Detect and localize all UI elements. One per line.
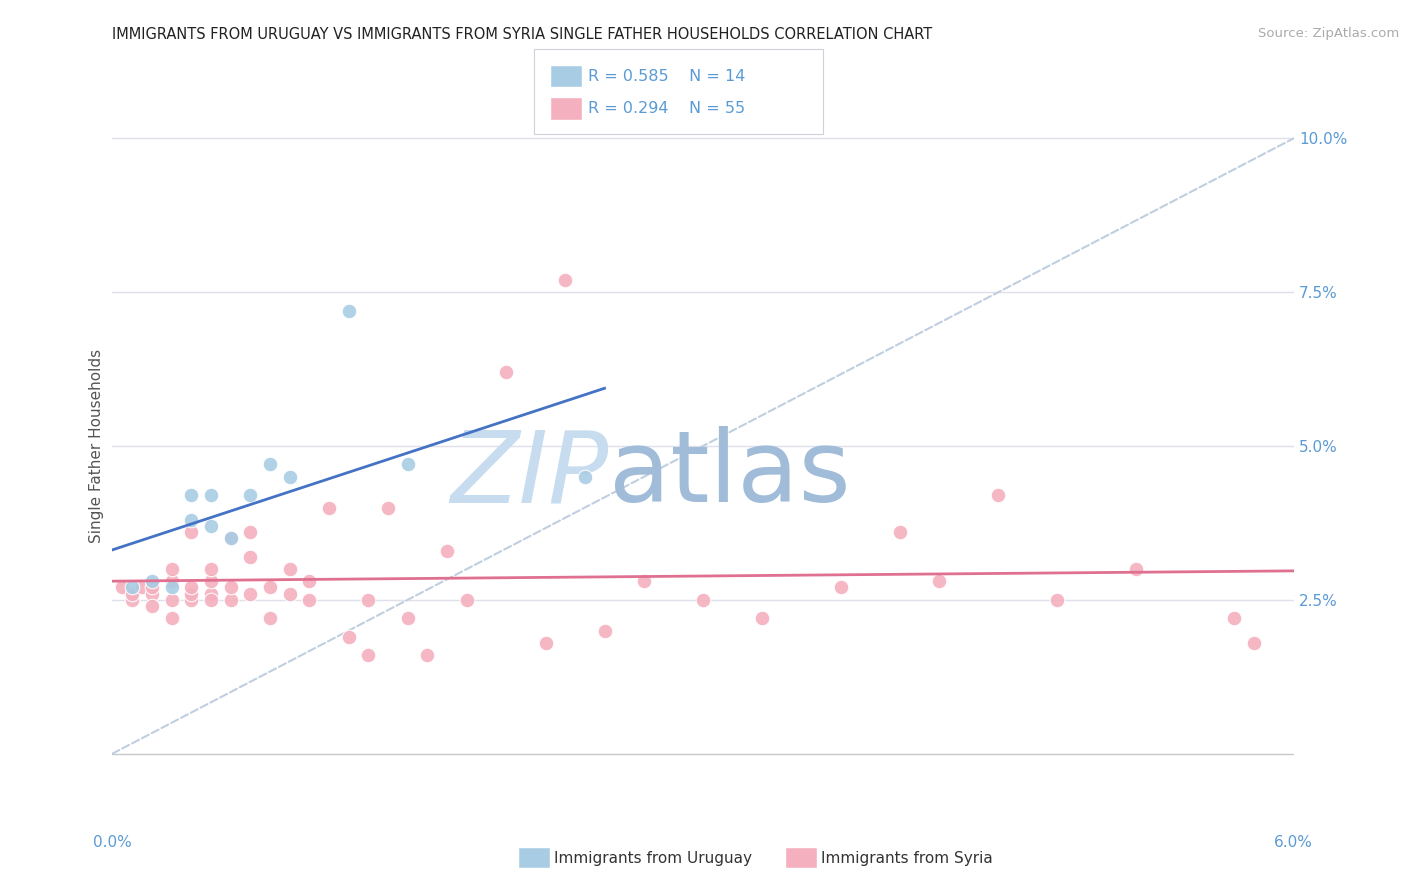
Point [200,488,222,502]
Point [278,587,301,601]
Point [219,531,242,545]
Point [121,581,143,595]
Point [396,458,419,472]
Point [160,562,183,576]
Point [436,543,458,558]
Text: 0.0%: 0.0% [93,836,132,850]
Point [751,611,773,625]
Point [298,574,321,589]
Point [318,500,340,515]
Point [396,611,419,625]
Point [141,581,163,595]
Point [219,531,242,545]
Point [574,469,596,483]
Y-axis label: Single Father Households: Single Father Households [89,349,104,543]
Text: IMMIGRANTS FROM URUGUAY VS IMMIGRANTS FROM SYRIA SINGLE FATHER HOUSEHOLDS CORREL: IMMIGRANTS FROM URUGUAY VS IMMIGRANTS FR… [112,27,932,42]
Point [259,458,281,472]
Point [180,581,202,595]
Text: Source: ZipAtlas.com: Source: ZipAtlas.com [1258,27,1399,40]
Text: R = 0.294    N = 55: R = 0.294 N = 55 [588,102,745,116]
Point [416,648,439,662]
Point [239,525,262,540]
Point [377,500,399,515]
Text: Immigrants from Uruguay: Immigrants from Uruguay [554,851,752,865]
Text: R = 0.585    N = 14: R = 0.585 N = 14 [588,70,745,84]
Point [830,581,852,595]
Point [495,365,517,379]
Point [200,592,222,607]
Point [141,599,163,613]
Point [357,648,380,662]
Point [554,273,576,287]
Point [219,581,242,595]
Point [534,636,557,650]
Point [180,592,202,607]
Point [180,525,202,540]
Point [692,592,714,607]
Point [121,592,143,607]
Point [121,587,143,601]
Text: ZIP: ZIP [450,426,609,523]
Point [889,525,911,540]
Point [456,592,478,607]
Point [1046,592,1069,607]
Point [141,574,163,589]
Point [180,587,202,601]
Point [1223,611,1246,625]
Point [131,581,153,595]
Point [219,592,242,607]
Point [278,562,301,576]
Point [160,574,183,589]
Point [1125,562,1147,576]
Text: Immigrants from Syria: Immigrants from Syria [821,851,993,865]
Point [298,592,321,607]
Point [111,581,134,595]
Point [160,611,183,625]
Point [239,488,262,502]
Point [160,581,183,595]
Point [200,562,222,576]
Point [180,513,202,527]
Point [259,611,281,625]
Point [928,574,950,589]
Point [1243,636,1265,650]
Point [200,587,222,601]
Point [593,624,616,638]
Point [337,303,360,318]
Point [180,488,202,502]
Point [239,549,262,564]
Point [278,469,301,483]
Point [200,519,222,533]
Text: atlas: atlas [609,426,851,523]
Point [337,630,360,644]
Text: 6.0%: 6.0% [1274,836,1313,850]
Point [259,581,281,595]
Point [633,574,655,589]
Point [987,488,1010,502]
Point [200,574,222,589]
Point [160,592,183,607]
Point [141,587,163,601]
Point [357,592,380,607]
Point [239,587,262,601]
